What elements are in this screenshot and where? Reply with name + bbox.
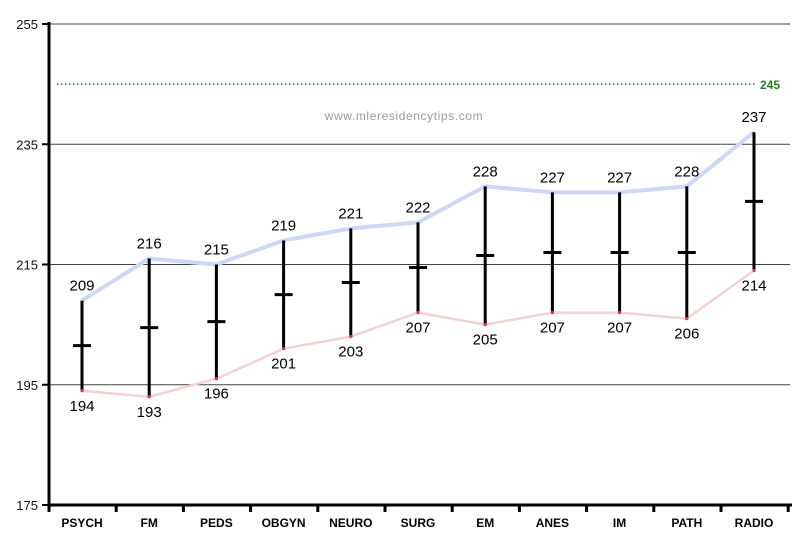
high-value-label: 228 bbox=[473, 163, 498, 180]
low-point bbox=[349, 335, 353, 339]
category-label: EM bbox=[476, 516, 494, 530]
category-label: OBGYN bbox=[262, 516, 306, 530]
low-value-label: 196 bbox=[204, 386, 229, 403]
category-label: SURG bbox=[401, 516, 436, 530]
low-value-label: 214 bbox=[741, 278, 766, 295]
category-label: IM bbox=[613, 516, 626, 530]
high-value-label: 221 bbox=[338, 205, 363, 222]
low-value-label: 207 bbox=[540, 320, 565, 337]
low-point bbox=[752, 268, 756, 273]
y-tick-label: 235 bbox=[16, 137, 38, 152]
high-value-label: 228 bbox=[674, 163, 699, 180]
low-point bbox=[282, 347, 286, 351]
y-tick-label: 215 bbox=[16, 258, 38, 273]
low-point bbox=[483, 323, 487, 327]
y-tick-label: 175 bbox=[16, 498, 38, 513]
y-tick-label: 255 bbox=[16, 17, 38, 32]
low-value-label: 194 bbox=[69, 398, 94, 415]
high-value-label: 222 bbox=[405, 199, 430, 216]
low-point bbox=[618, 311, 622, 315]
low-point bbox=[214, 377, 218, 381]
y-axis-ticks: 175 195 215 235 255 bbox=[16, 17, 49, 513]
high-value-label: 219 bbox=[271, 217, 296, 234]
category-label: PSYCH bbox=[61, 516, 102, 530]
high-value-label: 209 bbox=[69, 278, 94, 295]
data-labels: 209 194 216 193 215 196 219 201 221 203 222 207 228 2… bbox=[69, 109, 766, 421]
category-label: NEURO bbox=[329, 516, 372, 530]
category-label: PEDS bbox=[200, 516, 233, 530]
category-label: RADIO bbox=[735, 516, 774, 530]
watermark: www.mleresidencytips.com bbox=[324, 109, 483, 123]
high-value-label: 227 bbox=[607, 169, 632, 186]
high-value-label: 216 bbox=[137, 235, 162, 252]
low-value-label: 201 bbox=[271, 356, 296, 373]
low-value-label: 203 bbox=[338, 344, 363, 361]
low-value-label: 207 bbox=[405, 320, 430, 337]
low-point bbox=[550, 311, 555, 315]
x-axis-categories: PSYCH FM PEDS OBGYN NEURO SURG EM ANES IM PATH RAD… bbox=[47, 505, 790, 530]
low-value-label: 207 bbox=[607, 320, 632, 337]
low-value-label: 206 bbox=[674, 326, 699, 343]
low-point bbox=[685, 317, 689, 321]
reference-line-label: 245 bbox=[760, 78, 780, 92]
low-point bbox=[80, 389, 84, 393]
category-label: ANES bbox=[536, 516, 569, 530]
range-bars bbox=[73, 132, 763, 399]
high-value-label: 215 bbox=[204, 242, 229, 259]
low-point bbox=[416, 311, 420, 315]
gridlines bbox=[49, 23, 790, 386]
low-value-label: 193 bbox=[137, 404, 162, 421]
y-tick-label: 195 bbox=[16, 378, 38, 393]
high-value-label: 237 bbox=[741, 109, 766, 126]
low-value-label: 205 bbox=[473, 332, 498, 349]
category-label: FM bbox=[141, 516, 158, 530]
low-point bbox=[147, 395, 151, 399]
high-value-label: 227 bbox=[540, 169, 565, 186]
category-label: PATH bbox=[671, 516, 702, 530]
